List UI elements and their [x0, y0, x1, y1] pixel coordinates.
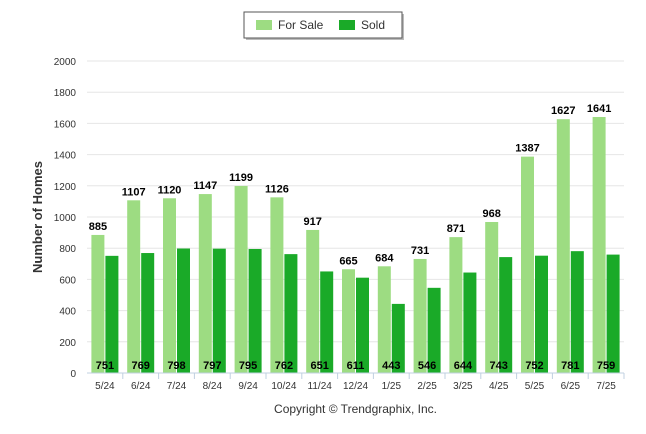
y-tick-label: 1800: [54, 88, 77, 99]
bar-for-sale[interactable]: [485, 221, 499, 373]
bar-for-sale[interactable]: [306, 229, 320, 373]
bar-sold[interactable]: [570, 251, 584, 373]
sold-value-label: 751: [96, 360, 114, 372]
bar-for-sale[interactable]: [592, 117, 606, 373]
x-tick-label: 5/25: [525, 381, 545, 392]
sold-value-label: 644: [454, 360, 473, 372]
bar-sold[interactable]: [284, 254, 298, 373]
bar-for-sale[interactable]: [234, 185, 248, 373]
bar-for-sale[interactable]: [127, 200, 141, 373]
data-labels: 885 751 1107 769 1120 798 1147 797 1199 795 1126 76…: [89, 103, 616, 372]
bar-for-sale[interactable]: [163, 198, 176, 373]
bar-sold[interactable]: [535, 255, 548, 373]
for-sale-value-label: 871: [447, 223, 465, 235]
for-sale-value-label: 684: [375, 252, 394, 264]
x-tick-label: 8/24: [203, 381, 223, 392]
bar-for-sale[interactable]: [521, 156, 534, 373]
for-sale-value-label: 917: [304, 216, 322, 228]
sold-value-label: 743: [490, 360, 508, 372]
x-tick-label: 2/25: [417, 381, 437, 392]
x-tick-label: 7/25: [596, 381, 616, 392]
sold-value-label: 611: [347, 360, 365, 372]
sold-value-label: 762: [275, 360, 293, 372]
bar-sold[interactable]: [463, 272, 477, 373]
sold-value-label: 651: [311, 360, 329, 372]
bar-for-sale[interactable]: [449, 237, 463, 373]
bar-sold[interactable]: [391, 303, 405, 373]
legend-label[interactable]: For Sale: [278, 18, 324, 32]
x-tick-label: 6/25: [561, 381, 581, 392]
sold-value-label: 798: [167, 360, 185, 372]
bar-sold[interactable]: [177, 248, 190, 373]
x-tick-label: 12/24: [343, 381, 368, 392]
x-tick-label: 1/25: [382, 381, 402, 392]
bar-sold[interactable]: [606, 254, 620, 373]
y-tick-label: 200: [59, 338, 76, 349]
axes: 0 200 400 600 800 1000 1200 1400 1600 1800 2000 5/2…: [54, 57, 625, 392]
y-tick-label: 800: [59, 244, 76, 255]
y-tick-label: 0: [70, 369, 76, 380]
for-sale-value-label: 1120: [158, 184, 182, 196]
x-tick-label: 6/24: [131, 381, 151, 392]
bar-sold[interactable]: [356, 277, 369, 373]
x-tick-label: 5/24: [95, 381, 115, 392]
legend-swatch[interactable]: [256, 20, 272, 30]
for-sale-value-label: 731: [411, 245, 429, 257]
sold-value-label: 752: [525, 360, 543, 372]
for-sale-value-label: 968: [483, 208, 501, 220]
for-sale-value-label: 1147: [193, 180, 217, 192]
bar-sold[interactable]: [427, 287, 441, 373]
y-tick-label: 2000: [54, 57, 77, 68]
bar-for-sale[interactable]: [556, 119, 570, 373]
bar-for-sale[interactable]: [413, 258, 427, 373]
bar-sold[interactable]: [105, 255, 119, 373]
sold-value-label: 769: [132, 360, 150, 372]
y-tick-label: 1400: [54, 151, 77, 162]
y-tick-label: 400: [59, 307, 76, 318]
sold-value-label: 781: [561, 360, 579, 372]
bar-for-sale[interactable]: [342, 269, 355, 373]
bar-for-sale[interactable]: [377, 266, 391, 373]
for-sale-value-label: 1387: [515, 143, 539, 155]
y-axis-title: Number of Homes: [30, 161, 45, 273]
for-sale-value-label: 1199: [229, 172, 253, 184]
gridlines: [87, 60, 624, 374]
bar-for-sale[interactable]: [198, 194, 212, 373]
bar-sold[interactable]: [141, 253, 155, 373]
x-tick-label: 9/24: [238, 381, 258, 392]
x-tick-label: 7/24: [167, 381, 187, 392]
sold-value-label: 443: [382, 360, 400, 372]
x-tick-label: 11/24: [308, 381, 333, 392]
sold-value-label: 546: [418, 360, 436, 372]
y-tick-label: 1200: [54, 182, 77, 193]
x-tick-label: 4/25: [489, 381, 509, 392]
y-tick-label: 1000: [54, 213, 77, 224]
y-tick-label: 600: [59, 275, 76, 286]
bar-sold[interactable]: [212, 248, 226, 373]
bar-sold[interactable]: [320, 271, 334, 373]
sold-value-label: 797: [203, 360, 221, 372]
sold-value-label: 759: [597, 360, 615, 372]
x-tick-label: 10/24: [271, 381, 296, 392]
x-tick-label: 3/25: [453, 381, 473, 392]
bar-for-sale[interactable]: [270, 197, 284, 373]
for-sale-value-label: 1641: [587, 103, 611, 115]
bars: [91, 117, 620, 373]
bar-sold[interactable]: [499, 257, 513, 373]
bar-for-sale[interactable]: [91, 234, 105, 373]
bar-sold[interactable]: [248, 248, 262, 373]
for-sale-value-label: 1627: [551, 105, 575, 117]
for-sale-value-label: 1107: [122, 186, 146, 198]
legend-swatch[interactable]: [339, 20, 355, 30]
sold-value-label: 795: [239, 360, 257, 372]
for-sale-value-label: 665: [339, 255, 357, 267]
for-sale-value-label: 885: [89, 221, 107, 233]
legend-label[interactable]: Sold: [361, 18, 385, 32]
copyright-footer: Copyright © Trendgraphix, Inc.: [274, 402, 437, 416]
for-sale-value-label: 1126: [265, 183, 289, 195]
legend: For Sale Sold: [243, 11, 404, 40]
y-tick-label: 1600: [54, 119, 77, 130]
